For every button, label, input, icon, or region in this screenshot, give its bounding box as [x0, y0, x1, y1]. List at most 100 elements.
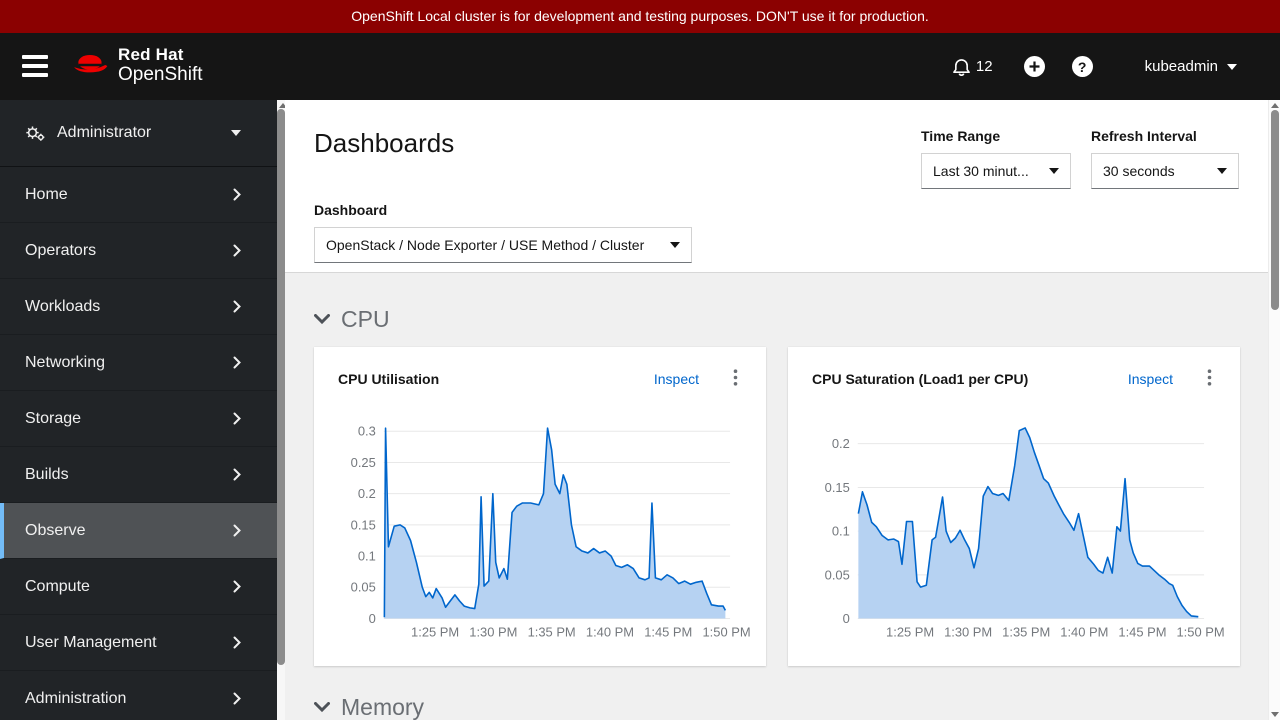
brand-logo[interactable]: Red Hat OpenShift — [72, 45, 203, 85]
sidebar-item-builds[interactable]: Builds — [0, 447, 277, 503]
refresh-interval-select[interactable]: 30 seconds — [1091, 153, 1239, 189]
sidebar-item-label: User Management — [25, 633, 157, 651]
dashboard-select-group: Dashboard OpenStack / Node Exporter / US… — [314, 202, 692, 263]
sidebar-nav: Administrator Home Operators Workloads Netw… — [0, 100, 277, 720]
svg-text:0.2: 0.2 — [832, 436, 850, 451]
kebab-icon — [733, 369, 738, 386]
masthead-toolbar: 12 ? kubeadmin — [953, 33, 1237, 100]
sidebar-item-label: Operators — [25, 241, 97, 259]
content-scrollbar-thumb[interactable] — [1271, 110, 1279, 310]
banner-text: OpenShift Local cluster is for developme… — [351, 8, 929, 24]
cpu-cards-row: CPU Utilisation Inspect 0 0.05 0.1 0.15 0.2 0… — [314, 347, 1240, 666]
inspect-link[interactable]: Inspect — [653, 371, 699, 387]
plus-icon — [1029, 61, 1040, 72]
scroll-down-arrow[interactable] — [1271, 712, 1279, 717]
svg-text:1:25 PM: 1:25 PM — [411, 624, 459, 639]
sidebar-item-label: Compute — [25, 577, 90, 595]
sidebar-scrollbar[interactable] — [277, 100, 287, 720]
svg-text:1:45 PM: 1:45 PM — [644, 624, 692, 639]
kebab-menu-button[interactable] — [729, 367, 742, 391]
sidebar-item-home[interactable]: Home — [0, 167, 277, 223]
svg-text:1:40 PM: 1:40 PM — [1060, 624, 1108, 639]
notifications-button[interactable]: 12 — [953, 58, 993, 76]
svg-text:1:25 PM: 1:25 PM — [886, 624, 934, 639]
time-range-group: Time Range Last 30 minut... — [921, 128, 1071, 189]
sidebar-scrollbar-thumb[interactable] — [277, 109, 285, 665]
page-title: Dashboards — [314, 128, 455, 158]
sidebar-item-compute[interactable]: Compute — [0, 559, 277, 615]
caret-down-icon — [1049, 168, 1059, 174]
cpu-saturation-chart: 0 0.05 0.1 0.15 0.2 1:25 PM 1:30 PM 1:35 PM 1:40… — [825, 427, 1225, 639]
chevron-right-icon — [233, 300, 241, 313]
card-cpu-saturation: CPU Saturation (Load1 per CPU) Inspect 0… — [788, 347, 1240, 666]
card-title: CPU Utilisation — [338, 371, 440, 387]
cpu-utilisation-chart: 0 0.05 0.1 0.15 0.2 0.25 0.3 1:25 PM 1:30 PM 1:35… — [351, 424, 751, 640]
sidebar-item-label: Storage — [25, 409, 82, 427]
svg-text:0.2: 0.2 — [358, 486, 376, 501]
section-toggle-cpu[interactable]: CPU — [314, 306, 1240, 333]
sidebar-item-user-management[interactable]: User Management — [0, 615, 277, 671]
chevron-down-icon — [314, 314, 330, 325]
card-title: CPU Saturation (Load1 per CPU) — [812, 371, 1029, 387]
chevron-right-icon — [233, 636, 241, 649]
time-range-label: Time Range — [921, 128, 1001, 144]
username: kubeadmin — [1144, 58, 1218, 75]
sidebar-item-workloads[interactable]: Workloads — [0, 279, 277, 335]
chevron-right-icon — [233, 188, 241, 201]
section-title-memory: Memory — [341, 694, 425, 720]
dashboard-body: CPU CPU Utilisation Inspect 0 0.05 0.1 0.15… — [285, 273, 1268, 720]
card-cpu-utilisation: CPU Utilisation Inspect 0 0.05 0.1 0.15 0.2 0… — [314, 347, 766, 666]
sidebar-item-administration[interactable]: Administration — [0, 671, 277, 720]
section-title-cpu: CPU — [341, 306, 390, 332]
svg-text:1:35 PM: 1:35 PM — [528, 624, 576, 639]
svg-text:0.1: 0.1 — [832, 524, 850, 539]
svg-text:0.05: 0.05 — [825, 567, 850, 582]
sidebar-item-label: Workloads — [25, 297, 101, 315]
scroll-up-arrow[interactable] — [279, 103, 287, 108]
caret-down-icon — [670, 242, 680, 248]
sidebar-item-operators[interactable]: Operators — [0, 223, 277, 279]
svg-text:1:45 PM: 1:45 PM — [1118, 624, 1166, 639]
chevron-right-icon — [233, 580, 241, 593]
dashboard-select[interactable]: OpenStack / Node Exporter / USE Method /… — [314, 227, 692, 263]
sidebar-item-observe[interactable]: Observe — [0, 503, 277, 559]
svg-text:0.1: 0.1 — [358, 549, 376, 564]
chevron-right-icon — [233, 244, 241, 257]
brand-text: Red Hat OpenShift — [118, 45, 203, 85]
scroll-up-arrow[interactable] — [1271, 103, 1279, 108]
svg-text:1:35 PM: 1:35 PM — [1002, 624, 1050, 639]
svg-text:0.25: 0.25 — [351, 455, 376, 470]
content-scrollbar[interactable] — [1268, 100, 1280, 720]
user-menu-dropdown[interactable]: kubeadmin — [1145, 58, 1237, 75]
kebab-menu-button[interactable] — [1203, 367, 1216, 391]
masthead: Red Hat OpenShift 12 ? kubeadmin — [0, 33, 1280, 100]
perspective-label: Administrator — [57, 124, 152, 141]
sidebar-item-storage[interactable]: Storage — [0, 391, 277, 447]
svg-text:0.05: 0.05 — [351, 580, 376, 595]
sidebar-item-label: Networking — [25, 353, 106, 371]
nav-toggle-button[interactable] — [22, 55, 48, 77]
svg-text:1:50 PM: 1:50 PM — [1177, 624, 1225, 639]
dashboards-header: Dashboards Time Range Last 30 minut... R… — [285, 100, 1268, 273]
refresh-interval-value: 30 seconds — [1103, 163, 1175, 179]
quick-create-button[interactable] — [1023, 56, 1045, 77]
section-toggle-memory[interactable]: Memory — [314, 694, 1240, 720]
svg-text:0: 0 — [843, 611, 850, 626]
chevron-right-icon — [233, 692, 241, 705]
question-mark-icon: ? — [1077, 58, 1087, 75]
perspective-switcher[interactable]: Administrator — [0, 100, 277, 167]
sidebar-item-networking[interactable]: Networking — [0, 335, 277, 391]
bell-icon — [953, 58, 970, 76]
inspect-link[interactable]: Inspect — [1127, 371, 1173, 387]
refresh-interval-group: Refresh Interval 30 seconds — [1091, 128, 1239, 189]
sidebar-item-label: Builds — [25, 465, 69, 483]
help-button[interactable]: ? — [1071, 56, 1093, 77]
main-content: Dashboards Time Range Last 30 minut... R… — [285, 100, 1268, 720]
dashboard-value: OpenStack / Node Exporter / USE Method /… — [326, 237, 645, 253]
time-range-select[interactable]: Last 30 minut... — [921, 153, 1071, 189]
sidebar-item-label: Observe — [25, 521, 86, 539]
svg-text:1:50 PM: 1:50 PM — [703, 624, 751, 639]
svg-text:1:30 PM: 1:30 PM — [944, 624, 992, 639]
kebab-icon — [1207, 369, 1212, 386]
svg-text:0.3: 0.3 — [358, 424, 376, 439]
